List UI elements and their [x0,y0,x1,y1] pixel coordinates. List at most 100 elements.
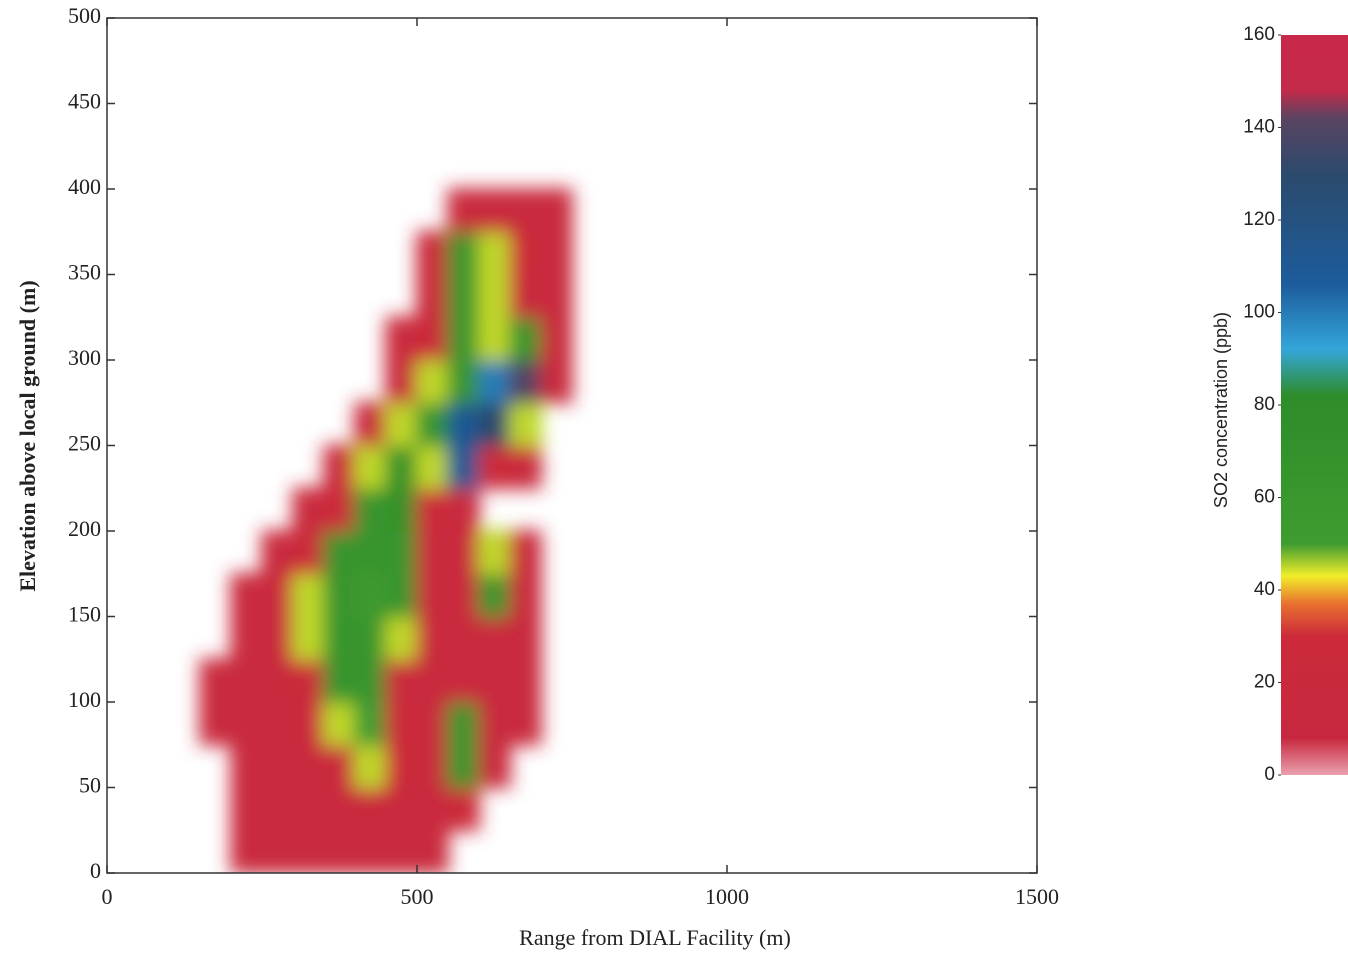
heatmap-cell [509,359,542,404]
heatmap-cell [354,829,387,873]
heatmap-cell [292,615,325,661]
heatmap-cell [230,658,263,703]
heatmap-cell [230,701,263,746]
y-tick-label: 400 [68,174,101,199]
heatmap-cell [540,359,573,404]
heatmap-cell [416,615,449,661]
heatmap-cell [478,743,511,789]
heatmap-cell [416,829,449,873]
heatmap-cell [261,786,294,832]
heatmap-cell [509,273,542,319]
heatmap-cell [447,401,480,447]
heatmap-cell [416,273,449,319]
colorbar-label: SO2 concentration (ppb) [1211,312,1231,508]
heatmap-cell [416,701,449,746]
heatmap-cell [447,188,480,233]
heatmap-cell [509,572,542,618]
heatmap-cell [509,230,542,276]
heatmap-cell [385,701,418,746]
heatmap-cell [416,743,449,789]
heatmap-cell [354,444,387,490]
y-axis-label: Elevation above local ground (m) [15,280,40,591]
colorbar-tick-label: 60 [1254,487,1275,508]
heatmap-cell [447,273,480,319]
heatmap-cell [509,401,542,447]
heatmap-cell [540,316,573,361]
heatmap-cell [478,701,511,746]
x-tick-label: 1000 [705,884,749,909]
heatmap-cell [385,615,418,661]
y-tick-label: 500 [68,3,101,28]
heatmap-cell [509,316,542,361]
heatmap-cell [323,786,356,832]
y-tick-label: 450 [68,89,101,114]
heatmap-cell [478,615,511,661]
x-axis-label: Range from DIAL Facility (m) [519,925,791,950]
y-tick-label: 250 [68,431,101,456]
heatmap-cell [354,743,387,789]
heatmap-cell [323,487,356,532]
heatmap-cell [261,743,294,789]
heatmap-cell [416,572,449,618]
heatmap [199,188,573,873]
heatmap-cell [354,572,387,618]
colorbar [1281,35,1348,775]
heatmap-cell [230,786,263,832]
heatmap-cell [478,658,511,703]
x-tick-label: 500 [401,884,434,909]
heatmap-cell [323,829,356,873]
heatmap-cell [261,615,294,661]
heatmap-cell [447,530,480,575]
heatmap-cell [354,401,387,447]
y-tick-label: 200 [68,516,101,541]
colorbar-tick-label: 140 [1243,117,1275,138]
colorbar-tick-label: 0 [1264,764,1275,785]
heatmap-cell [478,444,511,490]
heatmap-cell [385,829,418,873]
heatmap-cell [509,615,542,661]
heatmap-cell [478,572,511,618]
heatmap-cell [385,658,418,703]
heatmap-cell [416,401,449,447]
heatmap-cell [323,530,356,575]
heatmap-cell [385,444,418,490]
x-tick-label: 1500 [1015,884,1059,909]
heatmap-cell [354,615,387,661]
heatmap-cell [323,444,356,490]
heatmap-cell [447,316,480,361]
heatmap-cell [385,572,418,618]
heatmap-cell [509,530,542,575]
y-tick-label: 100 [68,687,101,712]
colorbar-tick-label: 20 [1254,672,1275,693]
heatmap-cell [292,572,325,618]
y-tick-label: 0 [90,858,101,883]
heatmap-cell [416,230,449,276]
colorbar-tick-label: 100 [1243,302,1275,323]
heatmap-cell [509,188,542,233]
heatmap-cell [292,487,325,532]
heatmap-cell [447,230,480,276]
heatmap-cell [385,401,418,447]
heatmap-cell [354,487,387,532]
heatmap-cell [478,316,511,361]
heatmap-cell [478,530,511,575]
heatmap-cell [261,829,294,873]
heatmap-cell [261,658,294,703]
heatmap-cell [261,572,294,618]
heatmap-cell [385,786,418,832]
heatmap-cell [478,359,511,404]
heatmap-cell [509,444,542,490]
heatmap-cell [416,786,449,832]
heatmap-cell [478,188,511,233]
heatmap-cell [292,786,325,832]
heatmap-cell [261,701,294,746]
heatmap-cell [230,829,263,873]
heatmap-cell [323,615,356,661]
heatmap-cell [540,188,573,233]
colorbar-tick-label: 80 [1254,394,1275,415]
heatmap-cell [230,743,263,789]
heatmap-cell [261,530,294,575]
heatmap-cell [447,786,480,832]
y-tick-label: 50 [79,773,101,798]
